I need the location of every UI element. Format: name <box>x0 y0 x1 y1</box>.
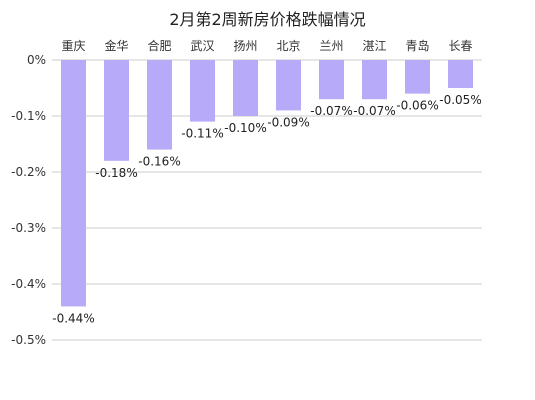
value-label: -0.44% <box>52 311 94 325</box>
value-label: -0.06% <box>396 99 438 113</box>
category-label: 长春 <box>448 39 472 53</box>
category-label: 湛江 <box>362 39 386 53</box>
category-label: 重庆 <box>61 39 85 53</box>
bar <box>61 60 86 307</box>
y-tick-label: -0.2% <box>11 165 46 179</box>
value-label: -0.18% <box>95 166 137 180</box>
category-label: 武汉 <box>190 39 214 53</box>
value-label: -0.07% <box>353 104 395 118</box>
value-label: -0.09% <box>267 115 309 129</box>
y-tick-label: 0% <box>27 53 46 67</box>
bar <box>319 60 344 100</box>
value-label: -0.10% <box>224 121 266 135</box>
bar <box>190 60 215 122</box>
y-tick-label: -0.3% <box>11 221 46 235</box>
chart-title: 2月第2周新房价格跌幅情况 <box>169 10 366 29</box>
value-label: -0.05% <box>439 93 481 107</box>
value-label: -0.11% <box>181 127 223 141</box>
value-label: -0.16% <box>138 155 180 169</box>
category-label: 北京 <box>276 39 300 53</box>
bar <box>276 60 301 111</box>
category-label: 兰州 <box>319 39 343 53</box>
bar <box>147 60 172 150</box>
category-label: 扬州 <box>233 38 257 53</box>
y-tick-label: -0.5% <box>11 333 46 347</box>
category-label: 合肥 <box>147 38 171 53</box>
bar <box>104 60 129 161</box>
value-label: -0.07% <box>310 104 352 118</box>
bar <box>233 60 258 116</box>
category-label: 金华 <box>104 38 128 53</box>
y-tick-label: -0.4% <box>11 277 46 291</box>
bar <box>448 60 473 88</box>
bar <box>405 60 430 94</box>
category-label: 青岛 <box>405 38 429 53</box>
bar <box>362 60 387 100</box>
y-tick-label: -0.1% <box>11 109 46 123</box>
